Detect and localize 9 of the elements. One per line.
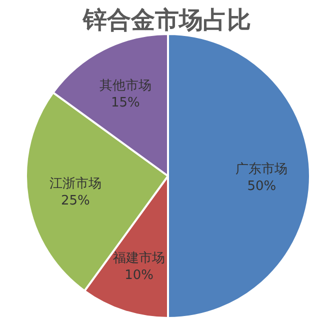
- data-label: 50%: [247, 179, 276, 194]
- data-label: 15%: [111, 95, 140, 110]
- slice-label: 江浙市场: [49, 176, 102, 192]
- data-label: 25%: [60, 194, 90, 209]
- slice-label: 广东市场: [236, 162, 288, 177]
- chart-title: 锌合金市场占比: [82, 6, 251, 34]
- slice-label: 其他市场: [99, 78, 152, 94]
- data-label: 10%: [124, 268, 154, 284]
- slice-label: 福建市场: [113, 251, 166, 266]
